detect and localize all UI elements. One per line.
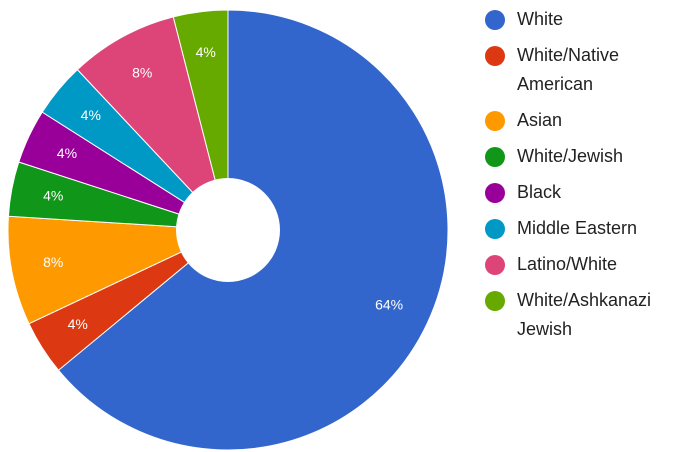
slice-label-white: 64% <box>375 297 403 313</box>
legend-item-white-jewish: White/Jewish <box>485 146 623 167</box>
legend-item-middle-eastern: Middle Eastern <box>485 218 637 239</box>
legend: White White/Native American Asian White/Jewi… <box>485 9 651 339</box>
slice-label-black: 4% <box>57 145 77 161</box>
legend-item-latino-white: Latino/White <box>485 254 617 275</box>
legend-label-white-ashkanazi-jewish: White/Ashkanazi Jewish <box>517 290 651 339</box>
legend-marker-white-native-american <box>485 46 505 66</box>
slice-latino-white <box>76 16 229 231</box>
legend-marker-white <box>485 10 505 30</box>
slice-asian <box>7 215 229 325</box>
legend-label-latino-white: Latino/White <box>517 254 617 274</box>
slice-label-middle-eastern: 4% <box>81 107 101 123</box>
legend-label-middle-eastern: Middle Eastern <box>517 218 637 238</box>
slice-label-white-ashkanazi-jewish: 4% <box>196 44 216 60</box>
legend-label-white-jewish: White/Jewish <box>517 146 623 166</box>
legend-marker-middle-eastern <box>485 219 505 239</box>
legend-marker-white-ashkanazi-jewish <box>485 291 505 311</box>
legend-label-white: White <box>517 9 563 29</box>
legend-marker-asian <box>485 111 505 131</box>
legend-label-black: Black <box>517 182 562 202</box>
donut-hole <box>176 178 280 282</box>
legend-marker-latino-white <box>485 255 505 275</box>
pie-slices <box>7 9 449 451</box>
slice-label-white-native-american: 4% <box>68 316 88 332</box>
legend-marker-black <box>485 183 505 203</box>
slice-labels: 64% 4% 8% 4% 4% 4% 8% 4% <box>43 44 403 332</box>
legend-label-asian: Asian <box>517 110 562 130</box>
legend-label-white-native-american: White/Native American <box>517 45 619 94</box>
legend-marker-white-jewish <box>485 147 505 167</box>
slice-label-white-jewish: 4% <box>43 187 63 203</box>
slice-white-ashkanazi-jewish <box>172 9 229 231</box>
legend-item-black: Black <box>485 182 562 203</box>
legend-item-white: White <box>485 9 563 30</box>
legend-item-white-ashkanazi-jewish: White/Ashkanazi Jewish <box>485 290 651 339</box>
slice-label-asian: 8% <box>43 254 63 270</box>
legend-item-asian: Asian <box>485 110 562 131</box>
slice-label-latino-white: 8% <box>132 65 152 81</box>
legend-item-white-native-american: White/Native American <box>485 45 619 94</box>
